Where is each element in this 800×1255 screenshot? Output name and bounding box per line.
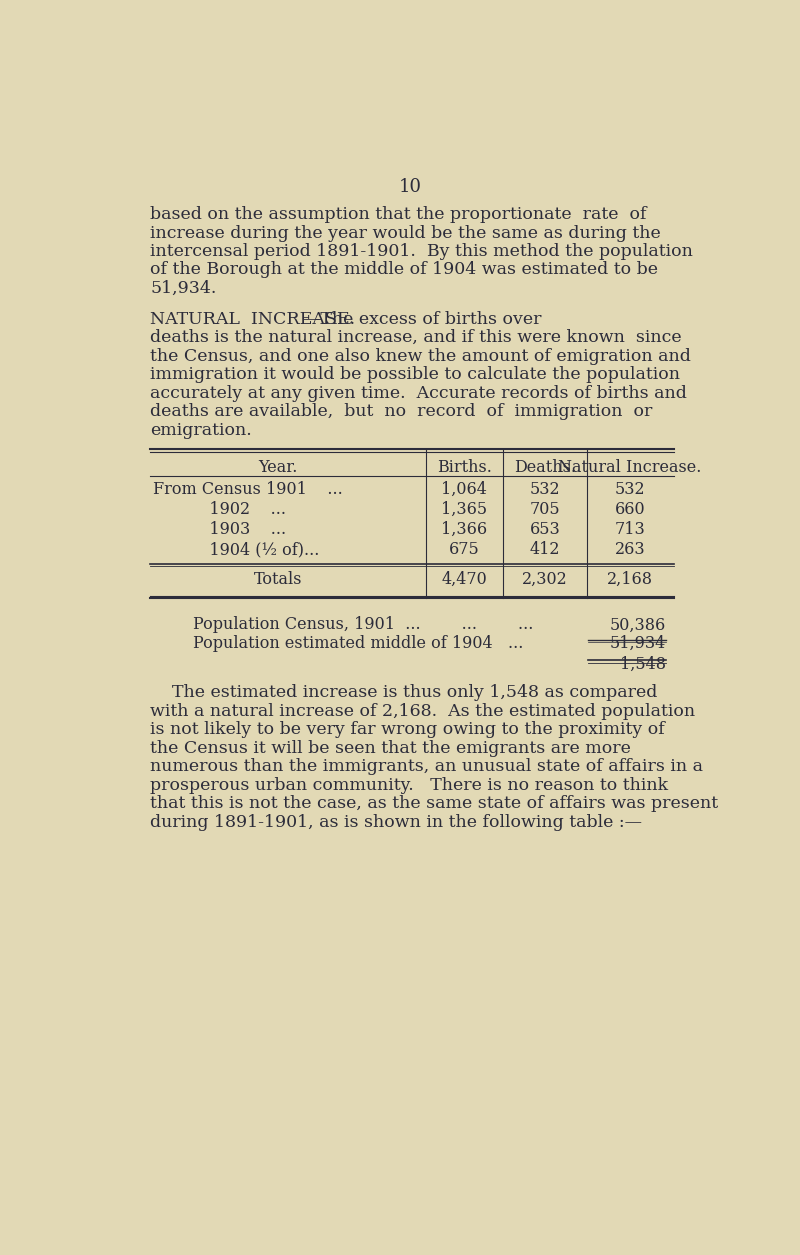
Text: 532: 532 [530,481,560,498]
Text: deaths are available,  but  no  record  of  immigration  or: deaths are available, but no record of i… [150,403,653,420]
Text: 1,366: 1,366 [441,521,487,538]
Text: numerous than the immigrants, an unusual state of affairs in a: numerous than the immigrants, an unusual… [150,758,703,776]
Text: 1,064: 1,064 [442,481,487,498]
Text: 660: 660 [614,501,646,518]
Text: 1,365: 1,365 [441,501,487,518]
Text: From Census 1901    ...: From Census 1901 ... [154,481,343,498]
Text: 4,470: 4,470 [442,571,487,589]
Text: 675: 675 [449,541,480,558]
Text: of the Borough at the middle of 1904 was estimated to be: of the Borough at the middle of 1904 was… [150,261,658,279]
Text: 51,934.: 51,934. [150,280,217,297]
Text: 653: 653 [530,521,560,538]
Text: Year.: Year. [258,459,298,477]
Text: 713: 713 [614,521,646,538]
Text: deaths is the natural increase, and if this were known  since: deaths is the natural increase, and if t… [150,329,682,346]
Text: during 1891-1901, as is shown in the following table :—: during 1891-1901, as is shown in the fol… [150,813,642,831]
Text: 10: 10 [398,178,422,196]
Text: 705: 705 [530,501,560,518]
Text: increase during the year would be the same as during the: increase during the year would be the sa… [150,225,661,241]
Text: 51,934: 51,934 [610,635,666,651]
Text: 50,386: 50,386 [610,616,666,634]
Text: Totals: Totals [254,571,302,589]
Text: —The excess of births over: —The excess of births over [303,311,542,328]
Text: Natural Increase.: Natural Increase. [558,459,702,477]
Text: Deaths.: Deaths. [514,459,576,477]
Text: immigration it would be possible to calculate the population: immigration it would be possible to calc… [150,366,680,383]
Text: 532: 532 [614,481,646,498]
Text: 1902    ...: 1902 ... [154,501,286,518]
Text: The estimated increase is thus only 1,548 as compared: The estimated increase is thus only 1,54… [150,684,658,702]
Text: Population Census, 1901  ...        ...        ...: Population Census, 1901 ... ... ... [193,616,534,634]
Text: prosperous urban community.   There is no reason to think: prosperous urban community. There is no … [150,777,669,793]
Text: Births.: Births. [437,459,492,477]
Text: accurately at any given time.  Accurate records of births and: accurately at any given time. Accurate r… [150,385,687,402]
Text: based on the assumption that the proportionate  rate  of: based on the assumption that the proport… [150,206,647,223]
Text: 1,548: 1,548 [620,655,666,673]
Text: 2,168: 2,168 [607,571,653,589]
Text: 1904 (½ of)...: 1904 (½ of)... [154,541,320,558]
Text: 2,302: 2,302 [522,571,568,589]
Text: 1903    ...: 1903 ... [154,521,286,538]
Text: Population estimated middle of 1904   ...: Population estimated middle of 1904 ... [193,635,523,651]
Text: intercensal period 1891-1901.  By this method the population: intercensal period 1891-1901. By this me… [150,243,694,260]
Text: emigration.: emigration. [150,422,252,439]
Text: the Census it will be seen that the emigrants are more: the Census it will be seen that the emig… [150,739,631,757]
Text: 263: 263 [614,541,646,558]
Text: that this is not the case, as the same state of affairs was present: that this is not the case, as the same s… [150,796,718,812]
Text: with a natural increase of 2,168.  As the estimated population: with a natural increase of 2,168. As the… [150,703,695,719]
Text: is not likely to be very far wrong owing to the proximity of: is not likely to be very far wrong owing… [150,722,665,738]
Text: the Census, and one also knew the amount of emigration and: the Census, and one also knew the amount… [150,348,691,365]
Text: 412: 412 [530,541,560,558]
Text: NATURAL  INCREASE.: NATURAL INCREASE. [150,311,355,328]
